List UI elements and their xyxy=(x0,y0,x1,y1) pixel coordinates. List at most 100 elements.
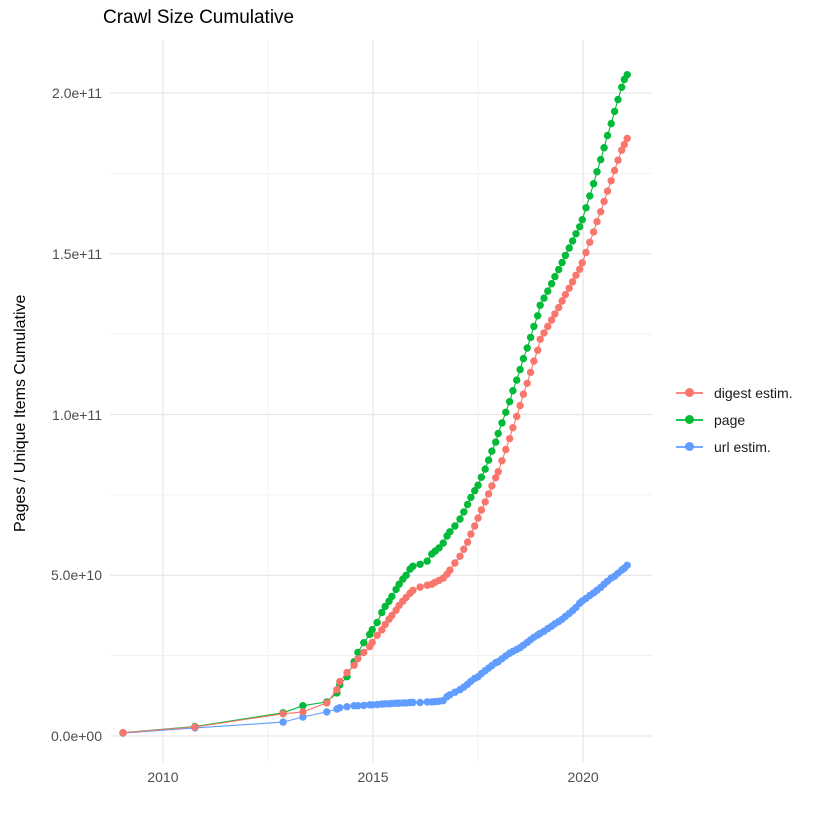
data-point-digest-estim xyxy=(623,134,631,143)
data-point-page xyxy=(534,312,542,320)
data-point-digest-estim xyxy=(477,506,486,514)
data-point-page xyxy=(523,344,531,352)
data-point-page xyxy=(471,487,479,495)
data-point-digest-estim xyxy=(381,620,389,629)
data-point-digest-estim xyxy=(589,228,598,236)
x-tick-label: 2015 xyxy=(357,769,389,785)
data-point-digest-estim xyxy=(492,474,500,482)
data-point-page xyxy=(456,515,464,523)
data-point-digest-estim xyxy=(498,457,506,465)
data-point-page xyxy=(439,539,447,547)
data-point-page xyxy=(561,251,570,260)
legend-label: page xyxy=(714,411,746,428)
data-point-digest-estim xyxy=(607,177,615,185)
legend-item-url-estim: url estim. xyxy=(676,433,793,460)
y-tick-label: 5.0e+10 xyxy=(51,567,102,584)
data-point-digest-estim xyxy=(191,723,199,731)
data-point-digest-estim xyxy=(593,217,601,226)
data-point-page xyxy=(388,592,396,601)
data-point-page xyxy=(565,244,573,252)
data-point-page xyxy=(423,557,431,565)
data-point-page xyxy=(381,602,389,611)
data-point-digest-estim xyxy=(614,156,622,164)
data-point-digest-estim xyxy=(354,655,362,663)
data-point-url-estim xyxy=(360,701,368,710)
data-point-digest-estim xyxy=(446,566,454,574)
data-point-page xyxy=(416,560,424,568)
data-point-page xyxy=(502,408,510,416)
data-point-digest-estim xyxy=(568,278,577,286)
data-point-digest-estim xyxy=(536,335,544,343)
data-point-url-estim xyxy=(279,718,287,726)
data-point-digest-estim xyxy=(388,611,396,620)
data-point-page xyxy=(513,376,521,384)
y-tick-label: 0.0e+00 xyxy=(51,727,102,744)
data-point-digest-estim xyxy=(360,648,368,657)
data-point-page xyxy=(578,216,586,224)
data-point-digest-estim xyxy=(333,686,341,694)
data-point-digest-estim xyxy=(474,514,482,522)
data-point-digest-estim xyxy=(600,197,608,206)
data-point-digest-estim xyxy=(558,297,566,305)
legend-label: url estim. xyxy=(714,438,771,455)
series-url-estim xyxy=(119,561,631,737)
data-point-page xyxy=(610,107,619,116)
data-point-page xyxy=(558,258,566,267)
data-point-digest-estim xyxy=(471,522,479,530)
data-point-digest-estim xyxy=(530,357,538,365)
data-point-page xyxy=(614,95,622,104)
data-point-page xyxy=(551,272,559,281)
data-point-page xyxy=(492,438,500,446)
y-tick-label: 2.0e+11 xyxy=(52,85,102,102)
data-point-page xyxy=(589,180,598,188)
data-point-digest-estim xyxy=(519,390,528,398)
data-point-url-estim xyxy=(336,704,344,712)
data-point-url-estim xyxy=(299,713,307,721)
data-point-page xyxy=(618,83,626,92)
data-point-digest-estim xyxy=(620,140,628,149)
series-page xyxy=(119,71,631,737)
data-point-digest-estim xyxy=(463,538,472,546)
data-point-page xyxy=(607,119,615,128)
data-point-digest-estim xyxy=(336,677,344,686)
y-tick-label: 1.5e+11 xyxy=(52,245,102,262)
data-point-digest-estim xyxy=(505,434,514,443)
data-point-page xyxy=(409,562,417,570)
data-point-page xyxy=(600,144,608,152)
data-point-page xyxy=(299,702,307,710)
data-point-digest-estim xyxy=(509,424,517,432)
data-point-page xyxy=(519,354,528,363)
data-point-digest-estim xyxy=(523,379,531,387)
legend-key-icon xyxy=(676,413,703,427)
legend-item-page: page xyxy=(676,406,793,433)
data-point-digest-estim xyxy=(551,310,559,318)
data-point-digest-estim xyxy=(456,552,464,560)
data-point-digest-estim xyxy=(578,259,586,267)
data-point-digest-estim xyxy=(540,329,548,337)
data-point-digest-estim xyxy=(586,238,594,246)
x-tick-label: 2020 xyxy=(567,769,599,785)
data-point-url-estim xyxy=(409,698,417,707)
data-point-page xyxy=(547,280,556,288)
data-point-digest-estim xyxy=(494,468,502,476)
data-point-page xyxy=(460,508,468,516)
data-point-digest-estim xyxy=(555,303,563,312)
data-point-digest-estim xyxy=(576,265,584,273)
data-point-url-estim xyxy=(354,702,362,710)
data-point-page xyxy=(597,155,605,164)
data-point-digest-estim xyxy=(279,710,287,718)
data-point-page xyxy=(603,131,612,140)
data-point-page xyxy=(360,639,368,647)
data-point-page xyxy=(446,528,454,536)
data-point-page xyxy=(463,500,472,509)
data-point-page xyxy=(477,473,486,481)
legend-key-icon xyxy=(676,386,703,400)
data-point-url-estim xyxy=(623,561,631,569)
data-point-page xyxy=(582,204,590,212)
data-point-page xyxy=(505,397,514,406)
data-point-digest-estim xyxy=(582,248,590,257)
data-point-digest-estim xyxy=(572,271,580,279)
data-point-page xyxy=(402,571,410,579)
data-point-page xyxy=(568,237,577,245)
